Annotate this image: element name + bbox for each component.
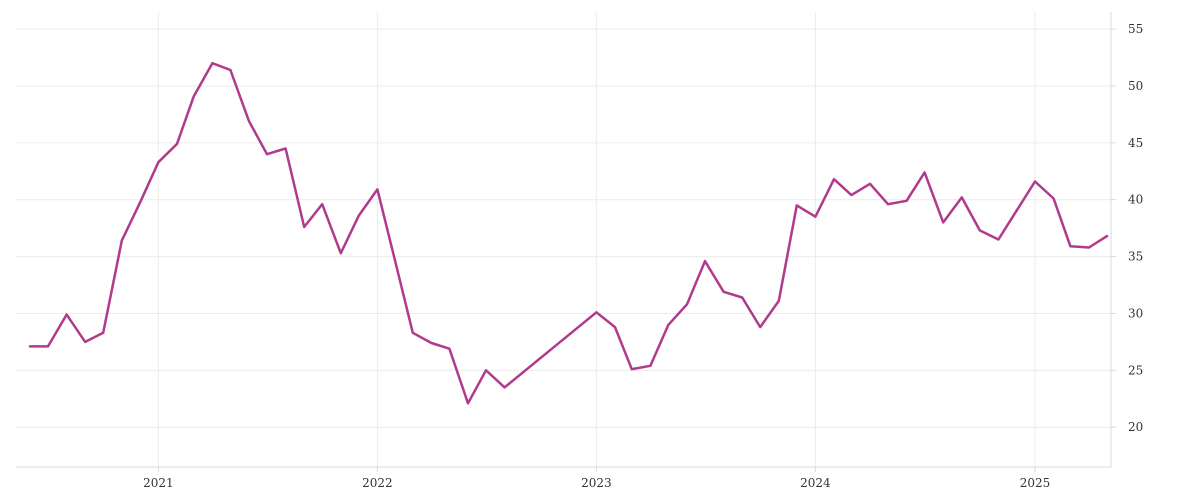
- y-axis-ticks: 20 25 30 35 40 45 50 55: [1111, 22, 1143, 434]
- y-tick-label: 45: [1128, 136, 1143, 150]
- y-tick-label: 25: [1128, 363, 1143, 377]
- y-tick-label: 30: [1128, 306, 1143, 320]
- y-tick-label: 40: [1128, 193, 1143, 207]
- x-tick-label: 2023: [581, 476, 612, 490]
- series-layer: [28, 61, 1109, 405]
- y-tick-label: 35: [1128, 250, 1143, 264]
- x-tick-label: 2025: [1020, 476, 1051, 490]
- vertical-gridlines: [157, 12, 1036, 467]
- x-tick-label: 2024: [800, 476, 831, 490]
- x-tick-label: 2021: [143, 476, 174, 490]
- series-line-0: [28, 61, 1109, 405]
- y-tick-label: 20: [1128, 420, 1143, 434]
- x-tick-label: 2022: [362, 476, 393, 490]
- horizontal-gridlines: [16, 28, 1111, 428]
- x-axis-ticks: 2021 2022 2023 2024 2025: [143, 467, 1050, 490]
- y-tick-label: 50: [1128, 79, 1143, 93]
- y-tick-label: 55: [1128, 22, 1143, 36]
